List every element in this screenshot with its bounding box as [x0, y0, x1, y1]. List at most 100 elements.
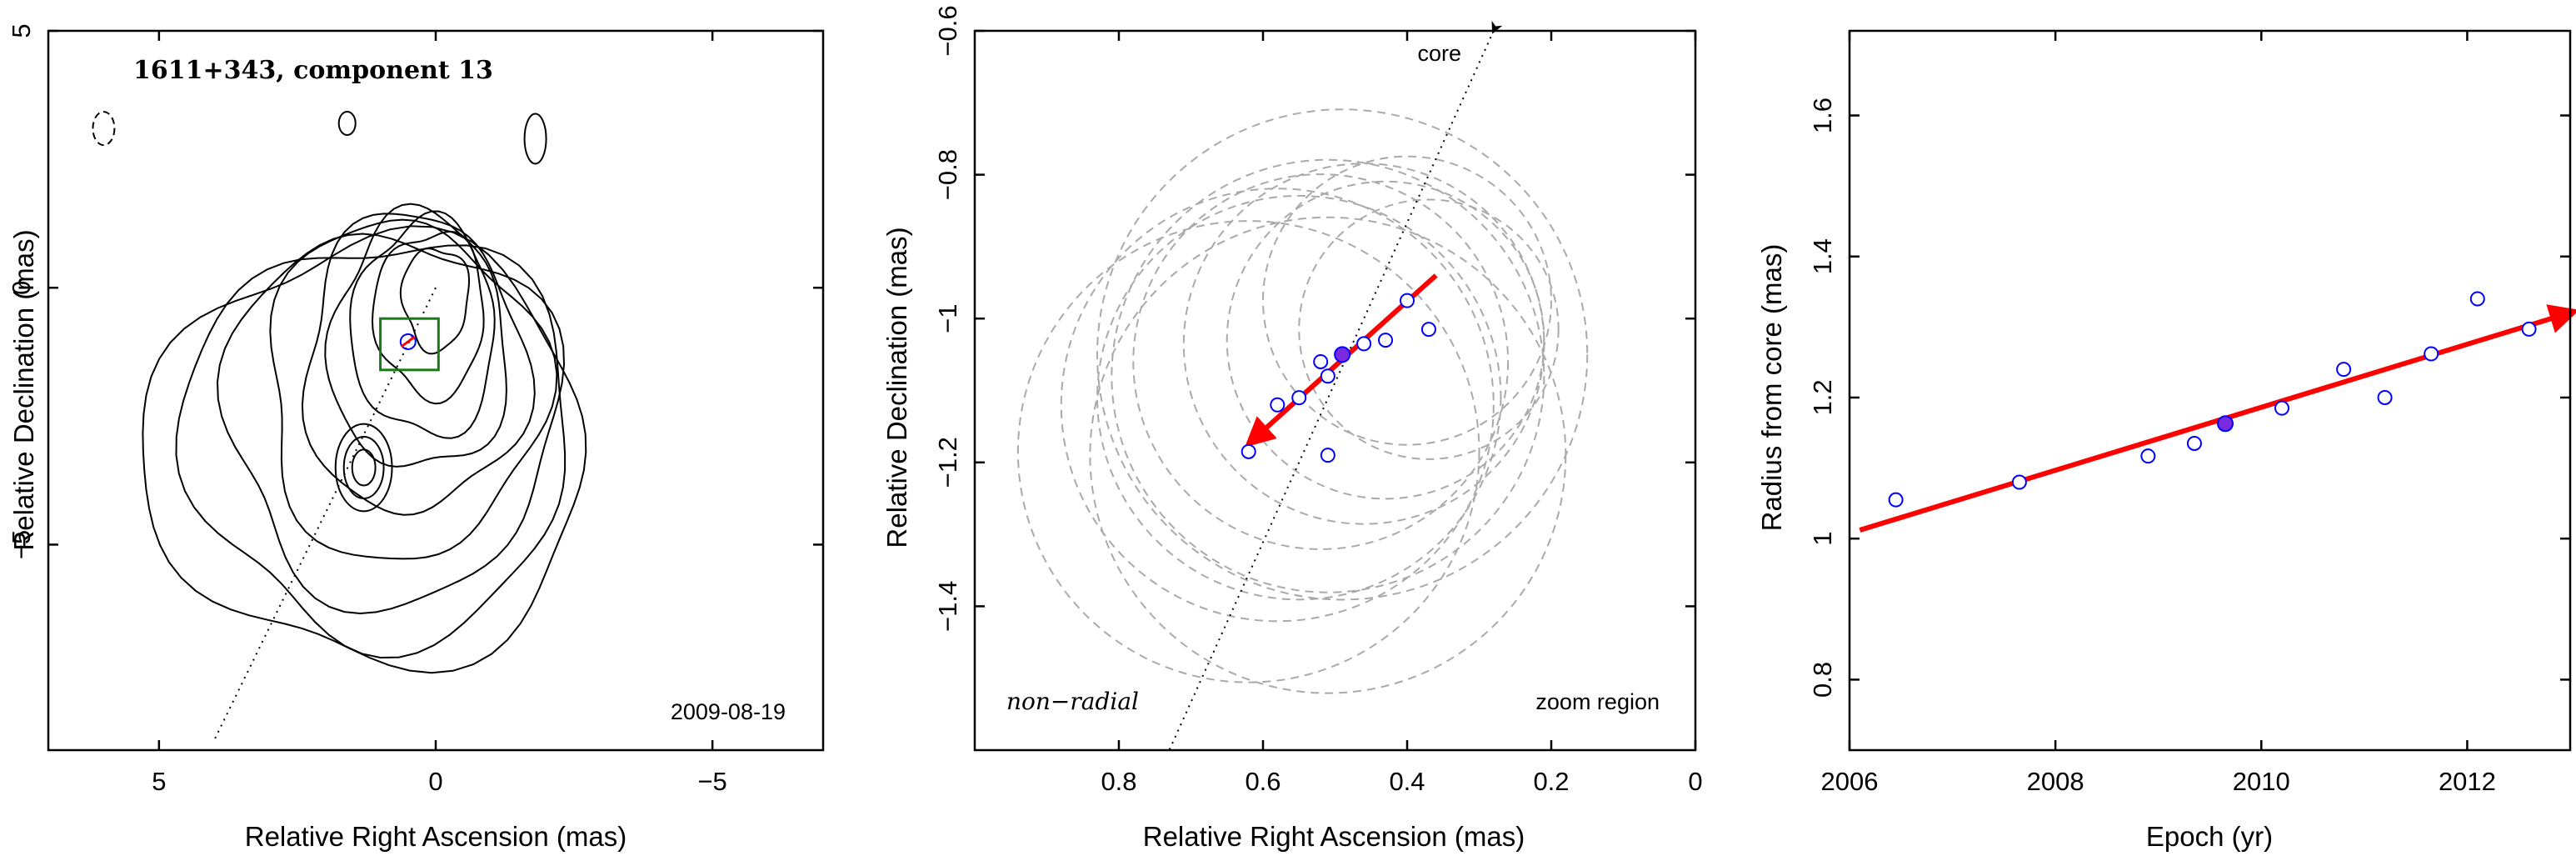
radius-x-ticks: 2006 2008 2010 2012: [1821, 31, 2496, 796]
contour-line: [351, 448, 377, 487]
contour-line: [349, 210, 496, 439]
x-tick-label: −5: [697, 767, 726, 796]
data-point: [2274, 400, 2289, 416]
data-point: [2424, 346, 2439, 362]
data-point: [1241, 443, 1256, 459]
error-circles: [1016, 108, 1589, 694]
error-circle: [1096, 194, 1502, 601]
y-tick-label: −5: [7, 530, 36, 559]
contour-line: [371, 230, 485, 405]
y-tick-label: 1.4: [1808, 238, 1837, 274]
contour-line: [216, 233, 566, 615]
panel-title: 1611+343, component 13: [133, 56, 493, 85]
data-point: [1291, 390, 1307, 406]
zoom-panel: 0.8 0.6 0.4 0.2 0 −0.6 −0.8 −1 −1.2 −1.4 core no…: [881, 5, 1703, 852]
contour-line: [301, 213, 536, 516]
y-tick-label: −0.6: [933, 5, 962, 56]
data-point: [2469, 291, 2485, 307]
component-marker: [399, 333, 417, 350]
data-point: [2336, 362, 2352, 378]
x-tick-label: 2012: [2439, 767, 2496, 796]
y-tick-label: 0: [7, 281, 36, 295]
data-point: [2140, 448, 2156, 464]
component-circle: [399, 333, 417, 350]
data-point: [2011, 474, 2027, 490]
highlight-point: [2217, 415, 2234, 433]
contour-line: [399, 248, 471, 355]
epoch-date-label: 2009-08-19: [671, 699, 786, 724]
radius-frame: [1848, 29, 2572, 752]
contour-blob: [523, 113, 547, 165]
data-point: [1378, 333, 1394, 348]
non-radial-label: non−radial: [1006, 688, 1139, 715]
y-tick-label: 1.2: [1808, 379, 1837, 415]
map-y-axis-label: Relative Declination (mas): [8, 229, 39, 550]
zoom-frame: [973, 29, 1697, 752]
contour-line: [175, 244, 567, 659]
map-panel: 5 0 −5 5 0 −5 1611+343, component 13 2009-08…: [7, 23, 825, 852]
x-tick-label: 5: [152, 767, 166, 796]
zoom-x-ticks: 0.8 0.6 0.4 0.2 0: [1101, 31, 1703, 796]
error-circle: [1226, 180, 1545, 500]
y-tick-label: −1: [933, 304, 962, 333]
data-point: [1400, 293, 1415, 308]
error-circle: [1060, 188, 1495, 623]
contour-line: [334, 423, 393, 513]
core-label: core: [1417, 41, 1461, 66]
data-point: [1420, 322, 1436, 338]
error-circle: [1096, 108, 1589, 601]
radius-x-axis-label: Epoch (yr): [2146, 821, 2273, 852]
map-y-ticks: 5 0 −5: [7, 23, 823, 559]
data-point: [2377, 389, 2393, 405]
contour-line: [342, 435, 385, 499]
y-tick-label: 5: [7, 23, 36, 38]
contour-line: [142, 225, 587, 674]
y-tick-label: −1.2: [933, 437, 962, 488]
zoom-x-axis-label: Relative Right Ascension (mas): [1143, 821, 1525, 852]
zoom-y-axis-label: Relative Declination (mas): [881, 227, 912, 548]
y-tick-label: 1.6: [1808, 98, 1837, 133]
data-point: [1270, 397, 1286, 413]
radius-panel: 2006 2008 2010 2012 0.8 1 1.2 1.4 1.6 Epoch (yr…: [1756, 29, 2576, 852]
data-point: [2521, 321, 2537, 337]
y-tick-label: −0.8: [933, 149, 962, 200]
x-tick-label: 0.8: [1101, 767, 1136, 796]
data-point: [2186, 435, 2202, 451]
radius-y-ticks: 0.8 1 1.2 1.4 1.6: [1808, 98, 2570, 698]
contour-map: [92, 110, 587, 674]
position-points: [1241, 293, 1436, 463]
x-tick-label: 0.4: [1389, 767, 1425, 796]
x-tick-label: 0: [428, 767, 442, 796]
x-tick-label: 2010: [2233, 767, 2290, 796]
contour-line: [269, 218, 558, 560]
error-circle: [1016, 220, 1480, 683]
zoom-region-box: [379, 317, 440, 372]
x-tick-label: 0.2: [1533, 767, 1569, 796]
y-tick-label: 0.8: [1808, 662, 1837, 698]
x-tick-label: 2006: [1821, 767, 1879, 796]
component-arrow: [400, 335, 416, 348]
x-tick-label: 2008: [2027, 767, 2084, 796]
error-circle: [1132, 173, 1510, 550]
error-circle: [1111, 158, 1545, 593]
map-x-ticks: 5 0 −5: [152, 31, 727, 796]
data-point: [1320, 368, 1335, 384]
zoom-y-ticks: −0.6 −0.8 −1 −1.2 −1.4: [933, 5, 1695, 632]
fit-line: [1859, 304, 2576, 533]
contour-blob-negative: [92, 111, 116, 147]
highlight-point: [1334, 346, 1351, 363]
x-tick-label: 0.6: [1245, 767, 1281, 796]
data-point: [1313, 353, 1329, 369]
contour-blob: [337, 110, 357, 136]
error-circle: [1298, 198, 1560, 460]
x-tick-label: 0: [1688, 767, 1702, 796]
map-x-axis-label: Relative Right Ascension (mas): [245, 821, 627, 852]
radius-points: [1888, 291, 2537, 508]
error-circle: [1262, 155, 1552, 446]
radius-y-axis-label: Radius from core (mas): [1756, 244, 1787, 532]
y-tick-label: −1.4: [933, 581, 962, 632]
map-frame: [47, 29, 825, 752]
zoom-region-label: zoom region: [1535, 689, 1660, 714]
data-point: [1320, 448, 1335, 463]
